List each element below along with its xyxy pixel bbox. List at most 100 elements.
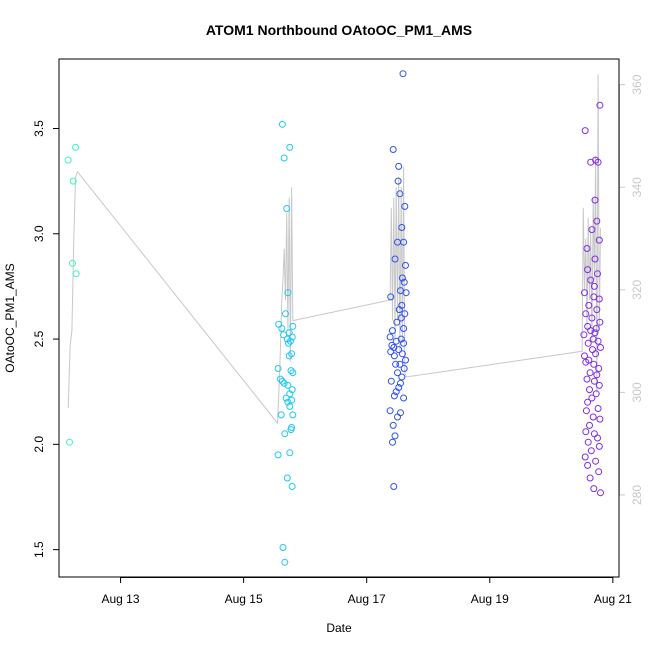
- data-point: [274, 365, 282, 372]
- data-point: [586, 474, 594, 482]
- data-point: [582, 407, 590, 415]
- x-tick-label: Aug 13: [102, 592, 140, 606]
- y2-tick-label: 360: [630, 74, 644, 94]
- data-point: [392, 388, 400, 396]
- data-point: [399, 70, 407, 78]
- x-tick-label: Aug 15: [225, 592, 263, 606]
- data-point: [594, 434, 601, 442]
- data-point: [594, 270, 601, 278]
- data-point: [592, 350, 600, 358]
- data-point: [597, 344, 604, 351]
- data-point: [402, 356, 409, 364]
- data-point: [400, 278, 408, 286]
- data-point: [392, 337, 400, 345]
- data-point: [584, 438, 592, 446]
- data-point: [581, 289, 588, 297]
- data-point: [280, 331, 288, 339]
- data-point: [389, 421, 397, 429]
- data-point: [591, 196, 599, 204]
- data-point: [590, 360, 598, 368]
- data-point: [590, 282, 598, 290]
- data-point: [395, 162, 403, 170]
- data-point: [582, 310, 590, 318]
- data-point: [400, 325, 408, 332]
- data-point: [390, 483, 398, 490]
- data-point: [596, 101, 604, 109]
- data-point: [591, 329, 599, 337]
- data-point: [590, 485, 598, 493]
- data-point: [289, 411, 297, 419]
- data-point: [387, 377, 395, 385]
- data-point: [286, 449, 294, 457]
- data-point: [402, 261, 409, 269]
- data-point: [286, 390, 294, 398]
- data-point: [587, 276, 595, 284]
- data-point: [589, 413, 597, 421]
- data-point: [592, 457, 600, 465]
- y-tick-label: 1.5: [32, 541, 46, 558]
- plot-area-border: [58, 58, 620, 578]
- x-axis-label: Date: [326, 621, 352, 635]
- data-point: [397, 379, 404, 387]
- data-point: [278, 120, 286, 128]
- data-point: [592, 156, 600, 164]
- data-point: [586, 421, 593, 429]
- scatter-points-layer: [64, 70, 604, 566]
- data-point: [66, 438, 73, 446]
- y-tick-label: 3.5: [32, 120, 46, 137]
- data-point: [289, 369, 297, 377]
- data-point: [274, 451, 282, 459]
- data-point: [284, 289, 292, 297]
- data-point: [584, 266, 592, 274]
- data-point: [582, 358, 590, 366]
- data-point: [402, 289, 410, 297]
- data-point: [398, 373, 406, 381]
- data-point: [387, 348, 395, 356]
- data-point: [396, 360, 404, 368]
- secondary-axis-line: [67, 74, 601, 425]
- data-point: [289, 322, 297, 330]
- data-point: [281, 430, 289, 438]
- data-point: [596, 415, 604, 423]
- data-point: [386, 407, 394, 415]
- data-point: [581, 352, 588, 360]
- data-point: [593, 371, 601, 379]
- data-point: [280, 379, 288, 387]
- data-point: [286, 337, 294, 345]
- data-point: [282, 310, 289, 318]
- y2-tick-label: 320: [630, 279, 644, 299]
- data-point: [596, 318, 604, 326]
- data-point: [586, 386, 593, 394]
- data-point: [583, 375, 591, 383]
- data-point: [390, 352, 398, 360]
- data-point: [591, 255, 599, 263]
- data-point: [400, 394, 408, 402]
- data-point: [400, 365, 408, 372]
- data-point: [388, 341, 396, 349]
- data-point: [278, 325, 286, 332]
- data-point: [284, 398, 292, 406]
- data-point: [586, 369, 594, 377]
- data-point: [583, 245, 591, 252]
- data-point: [595, 365, 603, 372]
- data-point: [64, 156, 72, 164]
- data-point: [588, 226, 596, 234]
- data-point: [391, 432, 399, 440]
- data-point: [283, 474, 291, 482]
- data-point: [585, 301, 593, 309]
- data-point: [590, 377, 598, 385]
- data-point: [597, 489, 604, 497]
- data-point: [401, 202, 409, 210]
- data-point: [594, 405, 602, 412]
- x-tick-label: Aug 21: [594, 592, 632, 606]
- data-point: [395, 346, 403, 354]
- data-point: [387, 293, 395, 301]
- data-point: [278, 377, 286, 385]
- data-point: [587, 327, 595, 335]
- data-point: [386, 333, 394, 341]
- y2-tick-label: 340: [630, 177, 644, 197]
- data-point: [588, 314, 596, 322]
- data-point: [393, 318, 401, 326]
